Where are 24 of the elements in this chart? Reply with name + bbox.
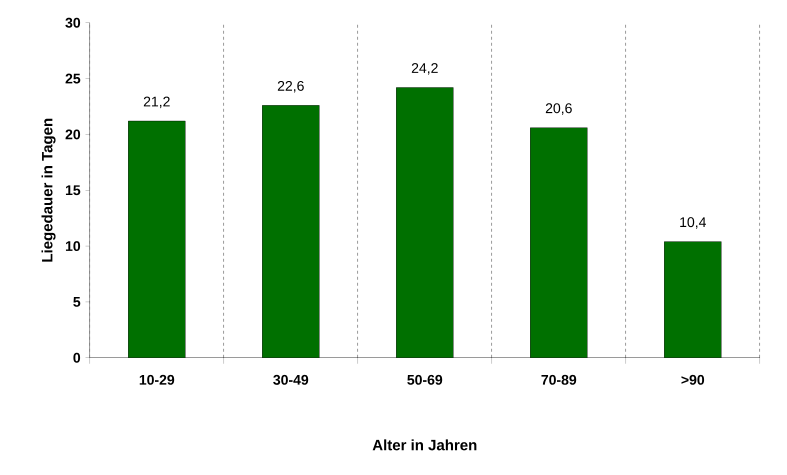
data-label: 20,6 (546, 103, 572, 115)
bar (664, 241, 722, 358)
y-tick-label: 10 (66, 241, 80, 252)
data-label: 10,4 (680, 217, 706, 229)
y-tick-label: 20 (66, 129, 80, 140)
x-tick-label: 50-69 (407, 374, 442, 385)
data-label: 21,2 (144, 96, 170, 108)
x-tick-label: 30-49 (273, 374, 308, 385)
x-tick-label: 10-29 (140, 374, 174, 385)
bar (396, 88, 454, 358)
y-axis-title: Liegedauer in Tagen (41, 118, 56, 262)
y-tick-label: 0 (73, 352, 80, 363)
x-tick-label: 70-89 (541, 374, 576, 385)
bar (262, 105, 320, 358)
data-label: 22,6 (278, 80, 304, 93)
x-axis-title: Alter in Jahren (372, 439, 476, 450)
y-tick-label: 25 (66, 74, 80, 84)
bar (128, 121, 186, 358)
y-tick-label: 30 (65, 18, 80, 28)
data-label: 24,2 (412, 63, 438, 75)
y-tick-label: 15 (66, 185, 80, 196)
x-tick-label: >90 (681, 374, 704, 385)
y-tick-label: 5 (73, 297, 80, 307)
bar (530, 128, 588, 358)
